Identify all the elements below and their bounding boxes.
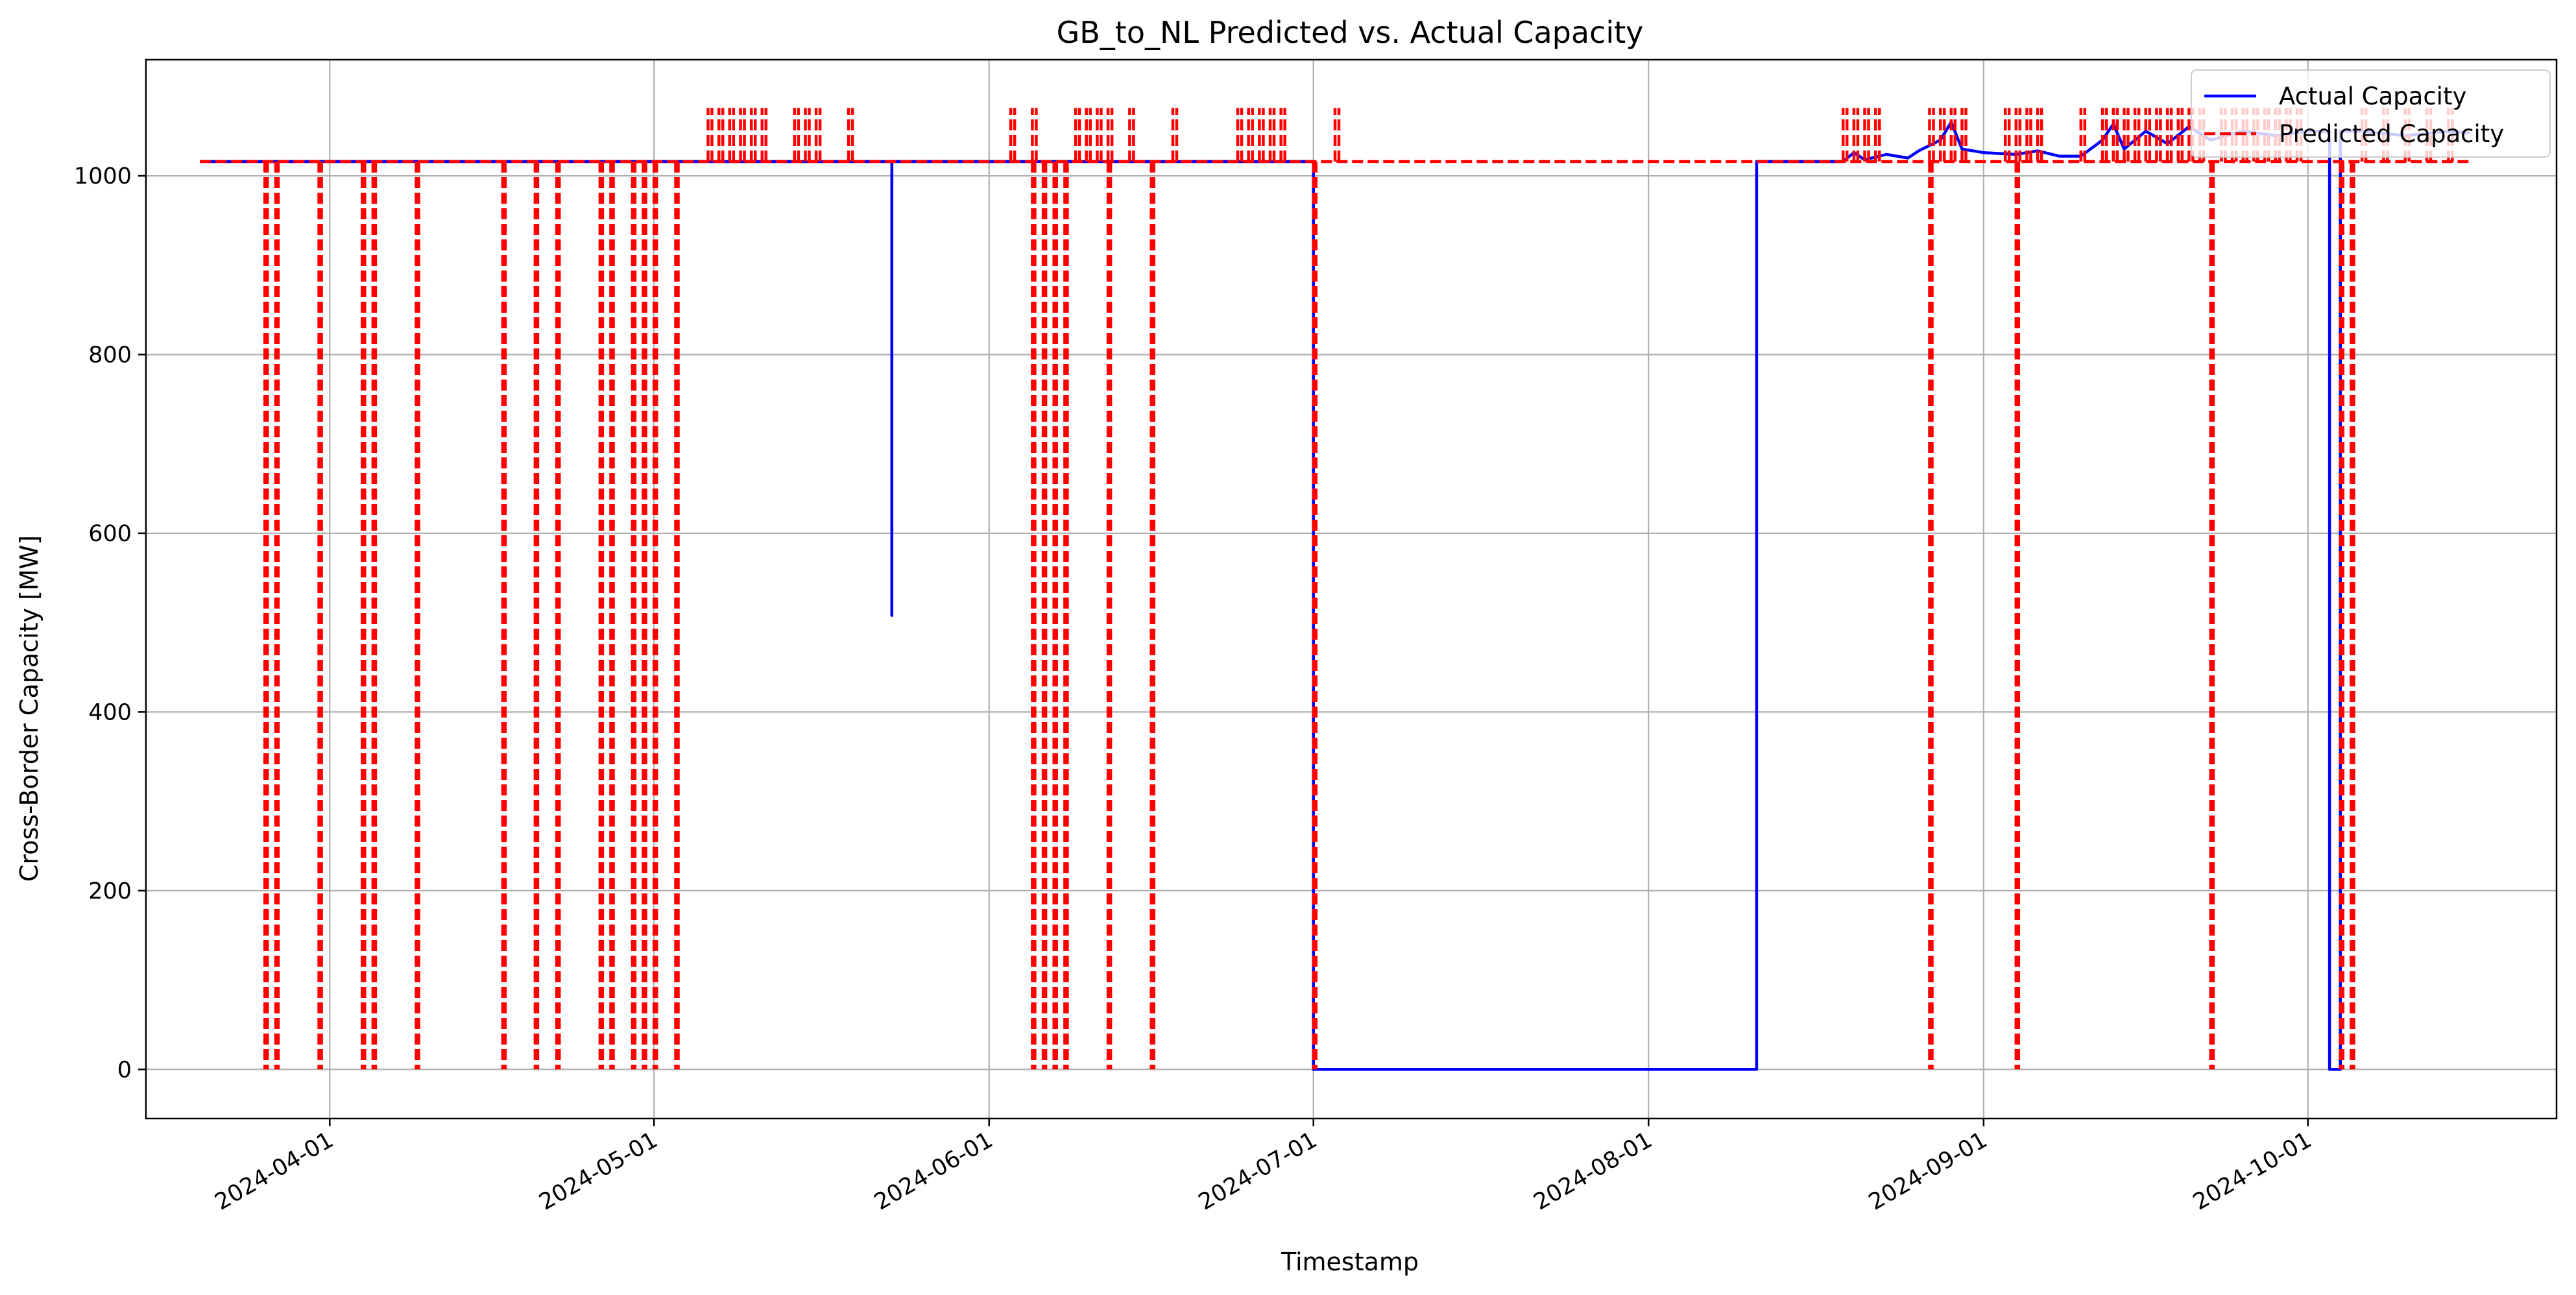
y-axis-label: Cross-Border Capacity [MW] (15, 535, 43, 882)
y-tick-label: 1000 (74, 163, 132, 189)
plot-area (200, 108, 2470, 1071)
series-predicted-capacity-line (200, 108, 2470, 1070)
y-tick-label: 600 (88, 521, 132, 547)
y-tick-label: 200 (88, 878, 132, 904)
legend-label: Predicted Capacity (2279, 120, 2504, 148)
y-tick-label: 0 (117, 1057, 132, 1083)
legend: Actual Capacity Predicted Capacity (2191, 69, 2551, 158)
chart-title: GB_to_NL Predicted vs. Actual Capacity (1057, 15, 1644, 50)
y-tick-label: 800 (88, 342, 132, 368)
plot-frame (145, 58, 2558, 1120)
y-tick-label: 400 (88, 699, 132, 725)
x-axis-label: Timestamp (1281, 1248, 1419, 1276)
legend-box (2191, 69, 2551, 158)
legend-label: Actual Capacity (2279, 82, 2466, 110)
grid-lines (146, 60, 2557, 1119)
